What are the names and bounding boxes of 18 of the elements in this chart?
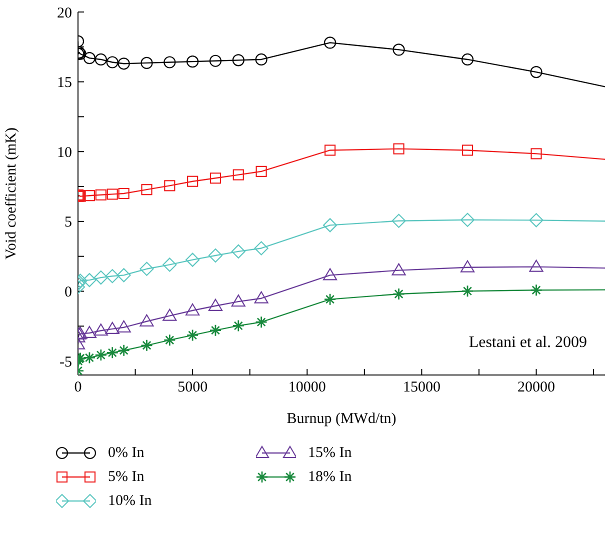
y-tick-label: 20 xyxy=(57,5,72,22)
x-tick-label: 15000 xyxy=(402,380,440,396)
y-tick-label: 5 xyxy=(64,214,72,231)
y-tick-label: -5 xyxy=(60,354,72,370)
legend-label: 10% In xyxy=(108,492,152,510)
y-tick-label: 15 xyxy=(57,75,72,92)
y-axis-title: Void coefficient (mK) xyxy=(3,128,20,260)
legend-label: 15% In xyxy=(308,444,352,462)
legend-label: 18% In xyxy=(308,468,352,486)
legend-label: 0% In xyxy=(108,444,144,462)
x-tick-label: 5000 xyxy=(178,380,208,396)
x-tick-label: 20000 xyxy=(518,380,556,396)
annotation: Lestani et al. 2009 xyxy=(468,333,587,353)
x-axis-title: Burnup (MWd/tn) xyxy=(286,411,396,427)
y-tick-label: 10 xyxy=(57,144,72,161)
x-tick-label: 10000 xyxy=(288,380,326,396)
y-tick-label: 0 xyxy=(64,284,72,301)
legend-label: 5% In xyxy=(108,468,144,486)
